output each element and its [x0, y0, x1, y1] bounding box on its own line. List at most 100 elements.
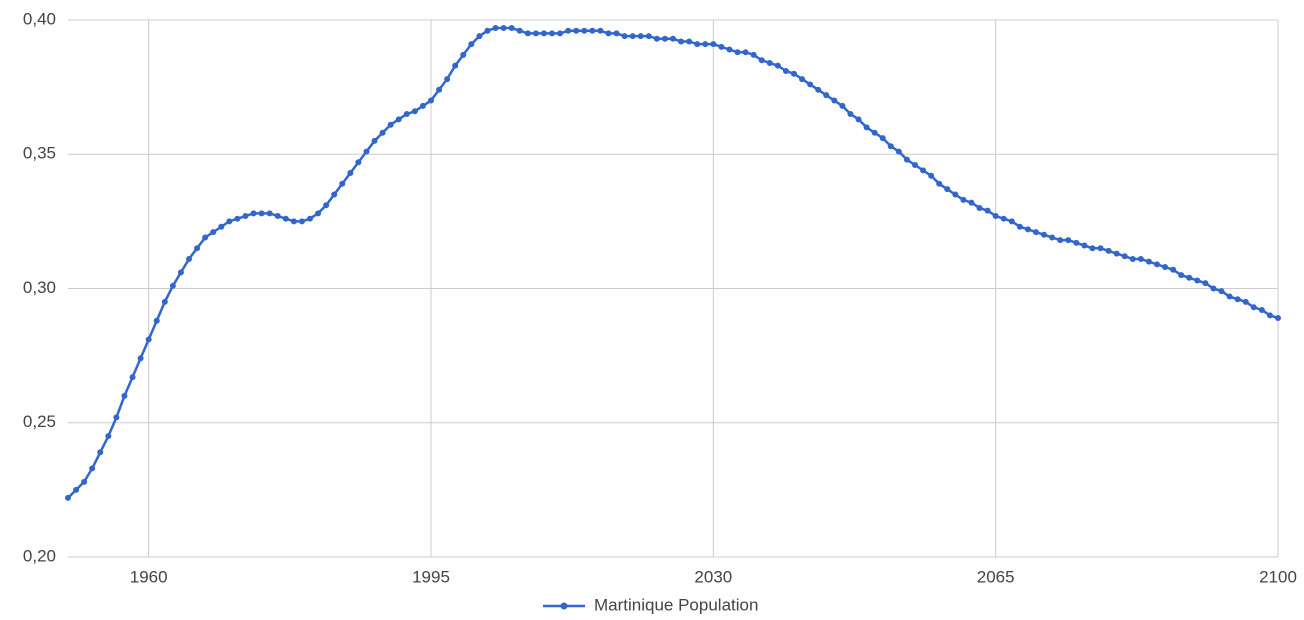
- point: [863, 124, 870, 131]
- point: [444, 76, 451, 83]
- point: [121, 392, 128, 399]
- point: [1033, 229, 1039, 236]
- point: [1073, 239, 1080, 246]
- point: [282, 215, 289, 222]
- x-tick-label: 1995: [412, 567, 450, 586]
- point: [992, 213, 999, 220]
- point: [436, 86, 443, 93]
- point: [1162, 264, 1169, 271]
- point: [774, 62, 781, 69]
- point: [573, 27, 580, 34]
- point: [177, 269, 184, 276]
- point: [1258, 306, 1265, 313]
- point: [161, 298, 168, 305]
- point: [516, 27, 523, 34]
- point: [202, 234, 209, 241]
- point: [1089, 245, 1096, 252]
- point: [1000, 215, 1007, 222]
- point: [274, 213, 281, 220]
- point: [1049, 234, 1056, 241]
- legend-marker: [560, 602, 568, 610]
- point: [686, 38, 693, 45]
- point: [678, 38, 685, 45]
- point: [460, 51, 467, 58]
- point: [694, 41, 701, 48]
- point: [1226, 293, 1233, 300]
- point: [145, 336, 152, 343]
- point: [928, 172, 935, 179]
- point: [597, 27, 604, 34]
- point: [1129, 255, 1136, 262]
- point: [645, 33, 652, 40]
- point: [855, 116, 862, 123]
- point: [242, 213, 249, 220]
- point: [637, 33, 644, 40]
- point: [839, 102, 846, 109]
- point: [1113, 250, 1120, 257]
- point: [186, 255, 192, 262]
- point: [129, 374, 136, 381]
- point: [258, 210, 265, 217]
- point: [1242, 298, 1249, 305]
- point: [307, 215, 313, 222]
- point: [1170, 266, 1177, 273]
- point: [419, 102, 426, 109]
- point: [411, 108, 418, 115]
- point: [532, 30, 539, 37]
- point: [1210, 285, 1217, 292]
- legend-label: Martinique Population: [594, 595, 758, 614]
- point: [226, 218, 233, 225]
- point: [621, 33, 628, 40]
- point: [524, 30, 531, 37]
- point: [290, 218, 297, 225]
- point: [1145, 258, 1152, 265]
- point: [1065, 237, 1072, 244]
- point: [791, 70, 797, 77]
- point: [952, 191, 959, 198]
- point: [976, 204, 983, 211]
- y-tick-label: 0,30: [23, 278, 56, 297]
- point: [476, 33, 483, 40]
- point: [339, 180, 346, 187]
- point: [742, 49, 749, 56]
- point: [403, 110, 410, 117]
- point: [920, 167, 927, 174]
- point: [323, 202, 330, 209]
- point: [65, 494, 71, 501]
- point: [887, 143, 894, 150]
- point: [508, 25, 515, 32]
- y-tick-label: 0,20: [23, 546, 56, 565]
- point: [347, 170, 354, 177]
- point: [97, 449, 104, 456]
- x-tick-label: 2065: [977, 567, 1015, 586]
- point: [169, 282, 176, 289]
- point: [799, 76, 806, 83]
- point: [984, 207, 991, 214]
- point: [468, 41, 475, 48]
- point: [581, 27, 588, 34]
- point: [807, 81, 814, 88]
- point: [484, 27, 491, 34]
- point: [1194, 277, 1201, 284]
- point: [670, 35, 676, 42]
- point: [895, 148, 902, 155]
- point: [565, 27, 572, 34]
- point: [823, 92, 830, 99]
- point: [113, 414, 120, 421]
- point: [250, 210, 257, 217]
- point: [912, 161, 918, 168]
- point: [661, 35, 668, 42]
- line: [67, 26, 1279, 499]
- point: [605, 30, 612, 37]
- point: [315, 210, 322, 217]
- point: [1234, 296, 1241, 303]
- point: [363, 148, 370, 155]
- point: [218, 223, 225, 230]
- point: [831, 97, 838, 104]
- point: [1121, 253, 1128, 260]
- point: [944, 186, 951, 193]
- point: [1041, 231, 1048, 238]
- point: [387, 121, 394, 128]
- point: [452, 62, 459, 69]
